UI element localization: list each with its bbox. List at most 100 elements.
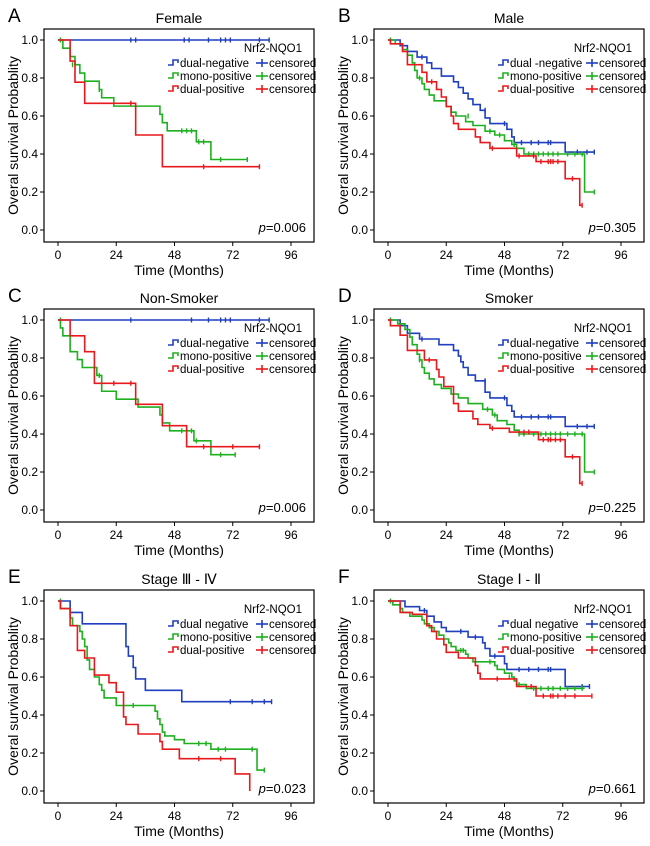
plot-frame (373, 589, 645, 804)
x-tick-label: 24 (440, 528, 454, 542)
legend-label: mono-positive (180, 71, 252, 83)
p-symbol: p (588, 220, 596, 235)
p-symbol: p (258, 220, 266, 235)
y-tick-label: 0.8 (21, 71, 38, 85)
x-tick-label: 0 (55, 528, 62, 542)
y-tick-label: 0.0 (351, 223, 368, 237)
y-tick-label: 1.0 (21, 594, 38, 608)
legend-censor-label: censored (599, 364, 646, 376)
y-tick-label: 1.0 (351, 313, 368, 327)
legend-line-icon (498, 72, 509, 79)
legend-censor-label: censored (599, 71, 646, 83)
legend-line-icon (168, 633, 179, 640)
x-tick-label: 48 (498, 248, 512, 262)
p-value: p=0.305 (588, 220, 636, 235)
panel-title: Stage Ⅰ - Ⅱ (477, 571, 541, 587)
legend-title: Nrf2-NQO1 (574, 43, 632, 55)
legend-label: mono-positive (180, 351, 252, 363)
y-tick-label: 0.8 (351, 351, 368, 365)
y-tick-label: 0.4 (21, 427, 38, 441)
survival-curve-dual-negative (388, 600, 590, 688)
legend-line-icon (498, 646, 509, 653)
survival-curve-dual-positive (388, 39, 583, 207)
km-panel-stage-1-2: F Stage Ⅰ - Ⅱ 0.0 0.2 0.4 0.6 0.8 1.0 0 24 48 72 96 T… (330, 561, 650, 843)
x-tick-label: 24 (110, 248, 124, 262)
panel-label: A (8, 6, 21, 27)
x-tick-label: 72 (556, 528, 570, 542)
y-tick-label: 0.4 (351, 708, 368, 722)
x-tick-label: 24 (440, 248, 454, 262)
p-value: p=0.006 (258, 220, 306, 235)
panel-title: Non-Smoker (140, 290, 219, 306)
legend-censor-label: censored (269, 645, 316, 657)
legend-label: dual-positive (510, 364, 575, 376)
legend-censor-label: censored (269, 58, 316, 70)
p-symbol: p (258, 500, 266, 515)
survival-curve-dual-positive (388, 600, 592, 697)
x-axis-label: Time (Months) (464, 542, 554, 558)
legend-label: dual-negative (510, 338, 579, 350)
legend-line-icon (498, 339, 509, 346)
plot-frame (43, 589, 315, 804)
x-tick-label: 24 (110, 528, 124, 542)
legend-censor-label: censored (599, 645, 646, 657)
x-tick-label: 72 (226, 528, 240, 542)
x-tick-label: 48 (168, 248, 182, 262)
y-tick-label: 0.8 (351, 71, 368, 85)
legend-label: dual-positive (180, 84, 245, 96)
y-axis-label: Overal survival Probablity (5, 336, 21, 495)
y-tick-label: 0.8 (21, 632, 38, 646)
y-tick-label: 0.2 (351, 746, 368, 760)
legend-censor-label: censored (599, 84, 646, 96)
legend-label: mono-positive (510, 71, 582, 83)
y-tick-label: 0.4 (351, 427, 368, 441)
legend-censor-label: censored (269, 84, 316, 96)
legend-line-icon (498, 59, 509, 66)
x-tick-label: 48 (168, 809, 182, 823)
legend-line-icon (498, 365, 509, 372)
panel-label: B (338, 6, 351, 27)
y-tick-label: 0.2 (21, 185, 38, 199)
y-axis-label: Overal survival Probablity (5, 56, 21, 215)
legend-label: dual-negative (180, 58, 249, 70)
p-symbol: p (258, 781, 266, 796)
p-value-number: =0.006 (266, 220, 306, 235)
legend-label: dual-positive (180, 645, 245, 657)
km-panel-male: B Male 0.0 0.2 0.4 0.6 0.8 1.0 0 24 48 72 96 Time (Mo… (330, 0, 650, 282)
y-tick-label: 0.4 (21, 708, 38, 722)
legend-censor-label: censored (599, 351, 646, 363)
survival-curve-dual-positive (58, 39, 260, 168)
y-tick-label: 0.6 (351, 389, 368, 403)
y-tick-label: 0.0 (21, 503, 38, 517)
y-axis-label: Overal survival Probablity (335, 617, 351, 776)
legend-label: dual-positive (180, 364, 245, 376)
plot-frame (43, 28, 315, 243)
x-axis-label: Time (Months) (134, 542, 224, 558)
p-value-number: =0.225 (596, 500, 636, 515)
x-tick-label: 0 (55, 809, 62, 823)
panel-label: C (8, 286, 22, 307)
legend-line-icon (498, 352, 509, 359)
y-tick-label: 0.0 (351, 784, 368, 798)
legend-line-icon (168, 85, 179, 92)
km-chart-svg: C Non-Smoker 0.0 0.2 0.4 0.6 0.8 1.0 0 24 48 72 96 Ti… (5, 286, 316, 558)
y-tick-label: 0.2 (351, 465, 368, 479)
km-panel-stage-3-4: E Stage Ⅲ - Ⅳ 0.0 0.2 0.4 0.6 0.8 1.0 0 24 48 72 96 T… (0, 561, 325, 843)
legend-line-icon (168, 620, 179, 627)
x-tick-label: 96 (284, 248, 298, 262)
x-axis-label: Time (Months) (134, 823, 224, 839)
survival-curve-dual-positive (388, 319, 583, 485)
legend-line-icon (498, 620, 509, 627)
legend-label: dual-positive (510, 84, 575, 96)
survival-curve-dual-positive (58, 600, 251, 791)
x-tick-label: 48 (498, 528, 512, 542)
km-chart-svg: D Smoker 0.0 0.2 0.4 0.6 0.8 1.0 0 24 48 72 96 Time (… (335, 286, 646, 558)
p-value: p=0.661 (588, 781, 636, 796)
legend-censor-label: censored (269, 71, 316, 83)
p-value: p=0.023 (258, 781, 306, 796)
legend-censor-label: censored (599, 619, 646, 631)
p-value-number: =0.023 (266, 781, 306, 796)
y-tick-label: 0.0 (21, 784, 38, 798)
legend-label: dual-negative (180, 338, 249, 350)
p-symbol: p (588, 781, 596, 796)
